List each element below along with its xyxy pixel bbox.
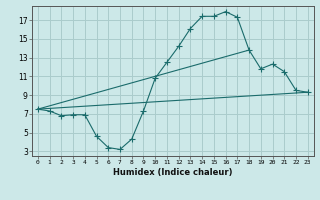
X-axis label: Humidex (Indice chaleur): Humidex (Indice chaleur) (113, 168, 233, 177)
